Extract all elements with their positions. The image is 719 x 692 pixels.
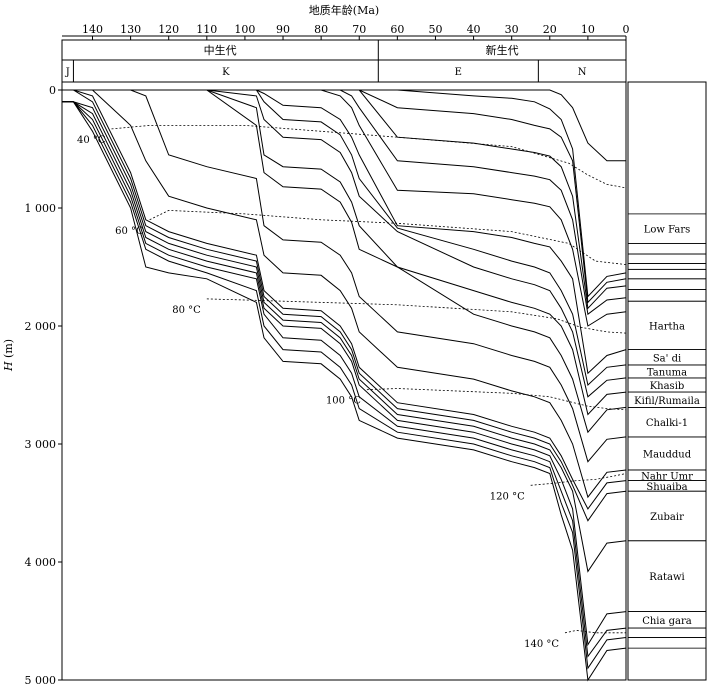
burial-curve bbox=[62, 89, 627, 416]
formation-box bbox=[627, 278, 707, 290]
isotherm-line bbox=[149, 209, 627, 265]
isotherm-line bbox=[111, 125, 627, 189]
formation-label: Ratawi bbox=[649, 572, 684, 583]
isotherm-line bbox=[366, 388, 627, 411]
formation-label: Sa' di bbox=[653, 353, 681, 364]
y-tick-label: 0 bbox=[49, 84, 56, 97]
isotherm-line bbox=[530, 473, 627, 486]
burial-curves bbox=[62, 89, 627, 682]
y-tick-label: 4 000 bbox=[25, 556, 57, 569]
formation-label: Khasib bbox=[650, 381, 685, 392]
x-tick-label: 60 bbox=[390, 23, 404, 36]
x-tick-label: 80 bbox=[314, 23, 328, 36]
era-band-frame bbox=[61, 39, 627, 61]
burial-curve bbox=[62, 89, 627, 510]
burial-curve bbox=[62, 89, 627, 310]
isotherm-label: 60 °C bbox=[115, 226, 144, 237]
formation-label: Hartha bbox=[649, 321, 685, 332]
y-axis-left: 0 1 000 2 000 3 000 4 000 5 000 bbox=[25, 84, 62, 687]
burial-curve bbox=[62, 89, 627, 316]
isotherms: 40 °C 60 °C 80 °C 100 °C 120 °C 140 °C bbox=[77, 125, 627, 650]
x-tick-label: 140 bbox=[82, 23, 103, 36]
isotherm-label: 120 °C bbox=[490, 491, 525, 502]
x-axis-top: 140 130 120 110 100 90 80 70 60 50 40 30 20 10 0 bbox=[62, 23, 630, 40]
plot-frame bbox=[61, 81, 627, 681]
y-tick-label: 3 000 bbox=[25, 438, 57, 451]
era-label: 中生代 bbox=[204, 43, 237, 57]
formation-label: Shuaiba bbox=[646, 482, 687, 493]
burial-curve bbox=[62, 89, 627, 434]
formation-label: Tanuma bbox=[647, 367, 687, 378]
formation-label: Low Fars bbox=[644, 225, 691, 236]
formation-box bbox=[627, 627, 707, 638]
isotherm-label: 140 °C bbox=[524, 639, 559, 650]
x-tick-label: 110 bbox=[196, 23, 217, 36]
x-tick-label: 120 bbox=[158, 23, 179, 36]
formation-label: Mauddud bbox=[643, 449, 692, 460]
burial-curve bbox=[62, 101, 627, 658]
formation-box bbox=[627, 289, 707, 302]
burial-curve bbox=[62, 101, 627, 670]
period-band-frame bbox=[61, 59, 627, 83]
era-band: 中生代 新生代 bbox=[61, 39, 627, 61]
burial-curve bbox=[62, 101, 627, 682]
stratigraphic-column: Low Fars Hartha Sa' di Tanuma Khasib Kifil/Ru… bbox=[627, 81, 707, 681]
isotherm-line bbox=[206, 298, 627, 334]
x-tick-label: 100 bbox=[234, 23, 255, 36]
x-tick-label: 30 bbox=[505, 23, 519, 36]
formation-box bbox=[627, 263, 707, 270]
period-label: K bbox=[222, 67, 230, 78]
burial-curve bbox=[62, 89, 627, 298]
formation-label: Nahr Umr bbox=[641, 471, 693, 482]
y-axis-title: H (m) bbox=[2, 339, 15, 372]
x-tick-label: 10 bbox=[581, 23, 595, 36]
formation-label: Chia gara bbox=[642, 616, 692, 627]
x-tick-label: 90 bbox=[276, 23, 290, 36]
y-tick-label: 1 000 bbox=[25, 202, 57, 215]
formation-box bbox=[627, 253, 707, 264]
x-tick-label: 40 bbox=[467, 23, 481, 36]
x-tick-label: 130 bbox=[120, 23, 141, 36]
formation-label: Zubair bbox=[650, 512, 684, 523]
formation-box bbox=[627, 637, 707, 649]
x-tick-label: 70 bbox=[352, 23, 366, 36]
burial-curve bbox=[62, 89, 627, 499]
burial-curve bbox=[62, 89, 627, 463]
burial-curve bbox=[62, 89, 627, 522]
isotherm-label: 100 °C bbox=[326, 396, 361, 407]
burial-curve bbox=[62, 89, 627, 304]
x-tick-label: 50 bbox=[428, 23, 442, 36]
formation-label: Chalki-1 bbox=[646, 418, 688, 429]
period-label: N bbox=[578, 67, 587, 78]
formation-label: Kifil/Rumaila bbox=[634, 396, 700, 407]
period-label: J bbox=[65, 67, 70, 78]
burial-curve bbox=[62, 101, 627, 573]
burial-curve bbox=[62, 101, 627, 647]
x-tick-label: 0 bbox=[623, 23, 630, 36]
isotherm-line bbox=[564, 629, 626, 634]
formation-box bbox=[627, 268, 707, 280]
isotherm-label: 80 °C bbox=[172, 305, 201, 316]
x-tick-label: 20 bbox=[543, 23, 557, 36]
formation-box bbox=[627, 242, 707, 255]
x-axis-title: 地质年龄(Ma) bbox=[309, 3, 379, 17]
y-tick-label: 5 000 bbox=[25, 674, 57, 687]
period-label: E bbox=[455, 67, 462, 78]
isotherm-label: 40 °C bbox=[77, 135, 106, 146]
era-label: 新生代 bbox=[486, 43, 519, 57]
y-tick-label: 2 000 bbox=[25, 320, 57, 333]
